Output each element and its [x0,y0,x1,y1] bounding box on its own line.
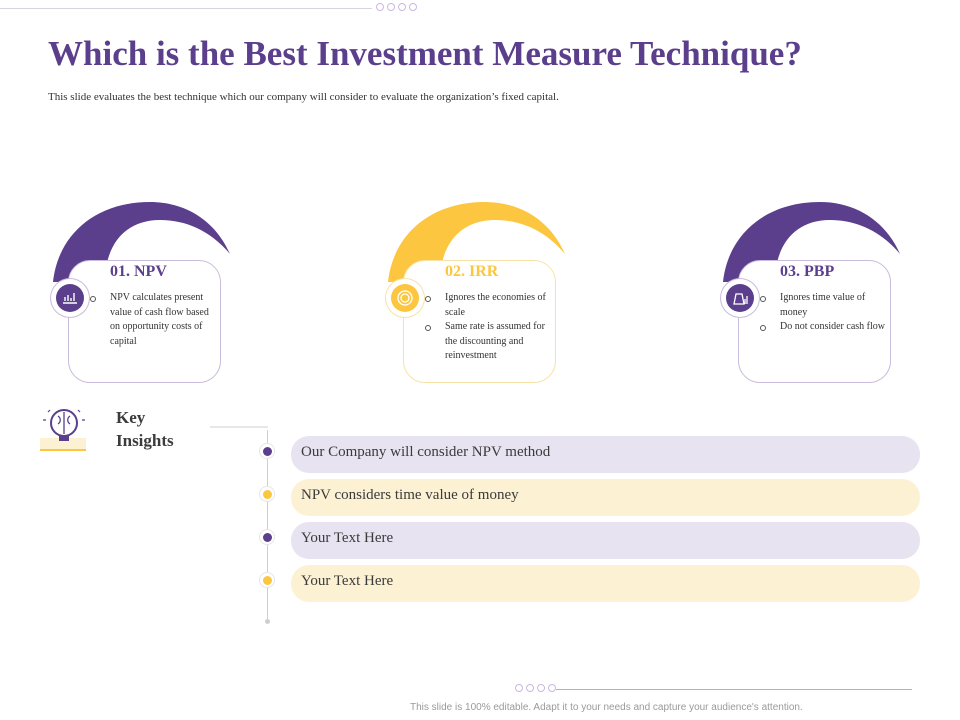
timeline-marker [260,444,274,458]
card-irr: 02. IRR Ignores the economies of scale S… [385,200,575,390]
timeline-line [267,430,268,620]
card-heading-npv: 01. NPV [110,263,167,280]
card-box-npv [68,260,221,383]
card-pbp: 03. PBP Ignores time value of money Do n… [720,200,910,390]
insight-bar-1: Our Company will consider NPV method [291,436,920,473]
timeline-marker [260,573,274,587]
insight-bar-2: NPV considers time value of money [291,479,920,516]
card-point: NPV calculates present value of cash flo… [90,291,220,349]
top-divider-line [0,8,372,9]
insights-connector [210,426,268,428]
key-insights-title: Key Insights [116,406,174,452]
insight-bar-4: Your Text Here [291,565,920,602]
brain-bulb-icon [40,409,86,451]
timeline-marker [260,530,274,544]
card-box-irr [403,260,556,383]
top-dots-decoration [376,3,417,11]
coin-target-icon [386,279,424,317]
card-point: Ignores the economies of scale [425,291,555,320]
card-point: Do not consider cash flow [760,320,890,335]
card-points-npv: NPV calculates present value of cash flo… [90,291,220,349]
card-box-pbp [738,260,891,383]
key-insights-line1: Key [116,408,146,427]
slide-subtitle: This slide evaluates the best technique … [48,91,559,103]
bottom-dots-decoration [515,684,556,692]
card-points-irr: Ignores the economies of scale Same rate… [425,291,555,364]
money-bag-chart-icon [721,279,759,317]
card-npv: 01. NPV NPV calculates present value of … [50,200,240,390]
timeline-marker [260,487,274,501]
slide-title: Which is the Best Investment Measure Tec… [48,34,802,73]
card-heading-pbp: 03. PBP [780,263,835,280]
card-points-pbp: Ignores time value of money Do not consi… [760,291,890,335]
money-growth-icon [51,279,89,317]
key-insights-line2: Insights [116,431,174,450]
footer-note: This slide is 100% editable. Adapt it to… [410,702,803,713]
card-heading-irr: 02. IRR [445,263,499,280]
card-point: Ignores time value of money [760,291,890,320]
card-point: Same rate is assumed for the discounting… [425,320,555,364]
bottom-divider-line [556,689,912,690]
timeline-end-dot [265,619,270,624]
insight-bar-3: Your Text Here [291,522,920,559]
